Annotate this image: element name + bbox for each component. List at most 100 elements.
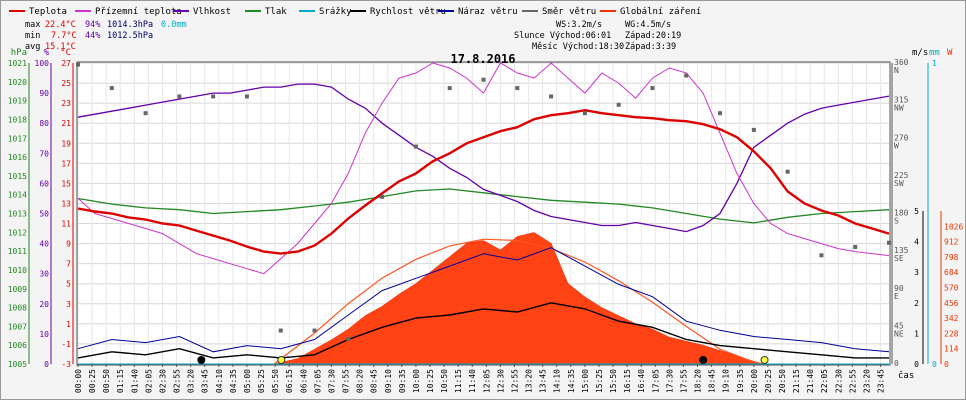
radiation-tick: 0 — [944, 360, 949, 369]
x-tick-label: 12:30 — [496, 369, 505, 393]
series-layer — [76, 62, 891, 365]
wind-direction-point — [76, 62, 80, 67]
x-tick-label: 12:55 — [510, 369, 519, 393]
wind-direction-point — [582, 111, 587, 116]
temperature-axis-tick: 25 — [61, 79, 71, 88]
wind-speed-tick: 4 — [914, 238, 919, 247]
x-tick-label: 05:25 — [257, 369, 266, 393]
wind-direction-tick: 90 — [894, 284, 904, 293]
x-tick-label: 16:15 — [623, 369, 632, 393]
moonset-marker — [197, 356, 206, 364]
wind-direction-label: SW — [894, 179, 904, 188]
x-tick-label: 02:30 — [158, 369, 167, 393]
x-tick-label: 20:25 — [764, 369, 773, 393]
wind-direction-point — [447, 86, 452, 91]
stat-min-label: min — [25, 31, 40, 41]
radiation-unit: W — [947, 48, 953, 58]
series-wind-gust — [77, 247, 890, 353]
wind-direction-point — [684, 73, 689, 78]
radiation-tick: 684 — [944, 268, 959, 277]
wind-direction-label: S — [894, 217, 899, 226]
pressure-axis-tick: 1006 — [8, 341, 27, 350]
x-tick-label: 21:40 — [806, 369, 815, 393]
chart-title: 17.8.2016 — [450, 52, 515, 66]
wind-direction-label: SE — [894, 254, 904, 263]
wind-direction-point — [785, 169, 790, 174]
x-axis-label: čas — [898, 370, 914, 381]
humidity-axis-tick: 0 — [44, 360, 49, 369]
x-tick-label: 10:00 — [412, 369, 421, 393]
x-tick-label: 21:15 — [792, 369, 801, 393]
stat-min-temp: 7.7°C — [51, 31, 77, 41]
x-tick-label: 09:35 — [398, 369, 407, 393]
wind-direction-point — [143, 111, 148, 116]
wind-direction-point — [650, 86, 655, 91]
wind-direction-label: N — [894, 66, 899, 75]
x-tick-label: 00:00 — [74, 369, 83, 393]
x-tick-label: 12:05 — [482, 369, 491, 393]
x-tick-label: 16:40 — [637, 369, 646, 393]
stat-max-temp: 22.4°C — [45, 20, 76, 30]
wind-direction-point — [380, 194, 385, 199]
x-tick-label: 10:25 — [426, 369, 435, 393]
x-tick-label: 18:20 — [694, 369, 703, 393]
temperature-axis-tick: 1 — [66, 320, 71, 329]
wind-direction-tick: 45 — [894, 321, 904, 330]
wind-direction-tick: 225 — [894, 171, 909, 180]
x-tick-label: 06:40 — [299, 369, 308, 393]
temperature-axis-tick: -1 — [61, 340, 71, 349]
temperature-axis-tick: 19 — [61, 139, 71, 148]
x-tick-label: 14:35 — [567, 369, 576, 393]
wind-direction-point — [177, 94, 182, 99]
humidity-axis-tick: 40 — [39, 240, 49, 249]
x-tick-label: 13:20 — [525, 369, 534, 393]
sun-rise-info: Slunce Východ:06:01 — [514, 31, 611, 41]
temperature-axis-tick: 27 — [61, 59, 71, 68]
x-tick-label: 05:50 — [271, 369, 280, 393]
wind-speed-unit: m/s — [912, 48, 928, 58]
legend: Teplota Přízemní teplota Vlhkost Tlak Srážky… — [9, 7, 701, 17]
humidity-axis-tick: 20 — [39, 300, 49, 309]
pressure-axis-tick: 1018 — [8, 115, 27, 124]
legend-label: Teplota — [29, 7, 67, 17]
wind-direction-point — [819, 253, 824, 258]
wind-direction-point — [751, 127, 756, 132]
series-wind-speed — [77, 302, 889, 359]
stat-avg-label: avg — [25, 42, 40, 52]
wind-direction-point — [853, 244, 858, 249]
series-ground-temperature — [77, 62, 890, 275]
stat-max-press: 1014.3hPa — [107, 20, 153, 30]
wind-direction-point — [481, 77, 486, 82]
pressure-axis-tick: 1019 — [8, 97, 27, 106]
x-tick-label: 22:05 — [820, 369, 829, 393]
x-tick-label: 02:05 — [144, 369, 153, 393]
series-pressure — [77, 188, 890, 224]
stats-panel: max 22.4°C 94% 1014.3hPa 0.0mm min 7.7°C… — [25, 20, 187, 52]
pressure-axis-tick: 1005 — [8, 360, 27, 369]
radiation-tick: 456 — [944, 299, 959, 308]
wind-direction-tick: 315 — [894, 96, 909, 105]
sunset-marker — [760, 356, 769, 364]
humidity-axis-tick: 90 — [39, 89, 49, 98]
radiation-tick: 570 — [944, 284, 959, 293]
pressure-axis-tick: 1020 — [8, 78, 27, 87]
x-tick-label: 18:45 — [708, 369, 717, 393]
x-tick-label: 07:30 — [327, 369, 336, 393]
wind-speed-tick: 2 — [914, 299, 919, 308]
x-tick-label: 00:50 — [102, 369, 111, 393]
x-tick-label: 08:45 — [370, 369, 379, 393]
rain-unit: mm — [929, 48, 940, 58]
legend-label: Tlak — [265, 7, 287, 17]
rain-tick: 1 — [932, 59, 937, 68]
wind-direction-tick: 360 — [894, 58, 909, 67]
moon-rise-info: Měsíc Východ:18:30 — [532, 42, 624, 52]
wind-speed-tick: 5 — [914, 207, 919, 216]
legend-label: Rychlost větru — [370, 7, 446, 17]
x-tick-label: 19:35 — [736, 369, 745, 393]
x-tick-label: 04:35 — [229, 369, 238, 393]
wind-direction-point — [312, 328, 317, 333]
temperature-axis-tick: 9 — [66, 240, 71, 249]
wind-direction-label: W — [894, 141, 899, 150]
moon-set-info: Západ:3:39 — [625, 42, 676, 52]
